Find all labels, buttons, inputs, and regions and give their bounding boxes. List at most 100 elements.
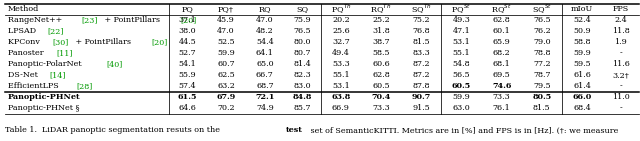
Text: SQ$^{St}$: SQ$^{St}$	[532, 3, 552, 16]
Text: [14]: [14]	[49, 71, 66, 79]
Text: 68.2: 68.2	[493, 49, 511, 57]
Text: PQ†: PQ†	[218, 5, 234, 13]
Text: 60.6: 60.6	[372, 60, 390, 68]
Text: RQ$^{St}$: RQ$^{St}$	[492, 3, 512, 16]
Text: 76.2: 76.2	[533, 27, 550, 35]
Text: 1.9: 1.9	[614, 38, 627, 46]
Text: 61.5: 61.5	[178, 93, 197, 101]
Text: 54.1: 54.1	[179, 60, 196, 68]
Text: DS-Net: DS-Net	[8, 71, 40, 79]
Text: 82.3: 82.3	[293, 71, 311, 79]
Text: 80.5: 80.5	[532, 93, 552, 101]
Text: 62.8: 62.8	[493, 16, 511, 24]
Text: 63.2: 63.2	[217, 82, 235, 90]
Text: 68.7: 68.7	[256, 82, 274, 90]
Text: 91.5: 91.5	[412, 104, 430, 112]
Text: 59.5: 59.5	[573, 60, 591, 68]
Text: 52.4: 52.4	[573, 16, 591, 24]
Text: 85.7: 85.7	[293, 104, 311, 112]
Text: 81.5: 81.5	[533, 104, 550, 112]
Text: 49.3: 49.3	[452, 16, 470, 24]
Text: SQ: SQ	[296, 5, 308, 13]
Text: 70.2: 70.2	[218, 104, 235, 112]
Text: 57.4: 57.4	[179, 82, 196, 90]
Text: 11.6: 11.6	[612, 60, 630, 68]
Text: Panoptic-PHNet: Panoptic-PHNet	[8, 93, 80, 101]
Text: 25.6: 25.6	[332, 27, 350, 35]
Text: 73.3: 73.3	[372, 104, 390, 112]
Text: RangeNet++: RangeNet++	[8, 16, 65, 24]
Text: 3.2†: 3.2†	[612, 71, 629, 79]
Text: 70.4: 70.4	[371, 93, 391, 101]
Text: test: test	[286, 126, 303, 134]
Text: Table 1.  LiDAR panoptic segmentation resuts on the: Table 1. LiDAR panoptic segmentation res…	[5, 126, 223, 134]
Text: Panoptic-PolarNet: Panoptic-PolarNet	[8, 60, 84, 68]
Text: Method: Method	[8, 5, 39, 13]
Text: 60.5: 60.5	[372, 82, 390, 90]
Text: 68.1: 68.1	[493, 60, 511, 68]
Text: 59.9: 59.9	[573, 49, 591, 57]
Text: [40]: [40]	[106, 60, 122, 68]
Text: 60.7: 60.7	[218, 60, 235, 68]
Text: 65.9: 65.9	[493, 38, 511, 46]
Text: 72.1: 72.1	[255, 93, 275, 101]
Text: mIoU: mIoU	[571, 5, 593, 13]
Text: 76.8: 76.8	[412, 27, 430, 35]
Text: 31.8: 31.8	[372, 27, 390, 35]
Text: 50.9: 50.9	[573, 27, 591, 35]
Text: 53.1: 53.1	[332, 82, 350, 90]
Text: 11.8: 11.8	[612, 27, 630, 35]
Text: 79.0: 79.0	[533, 38, 550, 46]
Text: 80.7: 80.7	[293, 49, 311, 57]
Text: 47.0: 47.0	[218, 27, 235, 35]
Text: + PointPillars: + PointPillars	[73, 38, 134, 46]
Text: FPS: FPS	[612, 5, 629, 13]
Text: 69.5: 69.5	[493, 71, 511, 79]
Text: PQ: PQ	[181, 5, 193, 13]
Text: 90.7: 90.7	[412, 93, 431, 101]
Text: 48.2: 48.2	[256, 27, 274, 35]
Text: 73.3: 73.3	[493, 93, 511, 101]
Text: 78.7: 78.7	[533, 71, 550, 79]
Text: 84.8: 84.8	[292, 93, 312, 101]
Text: 60.1: 60.1	[493, 27, 511, 35]
Text: 62.5: 62.5	[217, 71, 235, 79]
Text: 53.1: 53.1	[452, 38, 470, 46]
Text: RQ$^{Th}$: RQ$^{Th}$	[371, 3, 392, 16]
Text: 61.6: 61.6	[573, 71, 591, 79]
Text: 81.4: 81.4	[293, 60, 311, 68]
Text: 76.5: 76.5	[533, 16, 550, 24]
Text: 2.4: 2.4	[614, 16, 627, 24]
Text: 83.3: 83.3	[412, 49, 430, 57]
Text: 61.4: 61.4	[573, 82, 591, 90]
Text: 81.5: 81.5	[412, 38, 430, 46]
Text: 44.5: 44.5	[179, 38, 196, 46]
Text: 58.5: 58.5	[372, 49, 390, 57]
Text: KPConv: KPConv	[8, 38, 42, 46]
Text: 64.1: 64.1	[256, 49, 274, 57]
Text: 66.7: 66.7	[256, 71, 274, 79]
Text: PQ$^{St}$: PQ$^{St}$	[451, 3, 472, 16]
Text: 52.7: 52.7	[179, 49, 196, 57]
Text: [30]: [30]	[52, 38, 68, 46]
Text: 77.2: 77.2	[533, 60, 550, 68]
Text: 47.0: 47.0	[256, 16, 274, 24]
Text: 66.0: 66.0	[572, 93, 591, 101]
Text: 75.2: 75.2	[412, 16, 430, 24]
Text: 76.1: 76.1	[493, 104, 511, 112]
Text: 11.0: 11.0	[612, 93, 630, 101]
Text: Panoster: Panoster	[8, 49, 46, 57]
Text: 56.5: 56.5	[452, 71, 470, 79]
Text: -: -	[620, 49, 622, 57]
Text: 59.9: 59.9	[217, 49, 235, 57]
Text: 83.0: 83.0	[293, 82, 311, 90]
Text: [22]: [22]	[47, 27, 64, 35]
Text: 87.2: 87.2	[412, 60, 430, 68]
Text: -: -	[620, 82, 622, 90]
Text: 54.4: 54.4	[256, 38, 274, 46]
Text: SQ$^{Th}$: SQ$^{Th}$	[411, 3, 431, 16]
Text: 38.0: 38.0	[179, 27, 196, 35]
Text: [20]: [20]	[180, 16, 196, 24]
Text: 55.9: 55.9	[179, 71, 196, 79]
Text: 63.0: 63.0	[452, 104, 470, 112]
